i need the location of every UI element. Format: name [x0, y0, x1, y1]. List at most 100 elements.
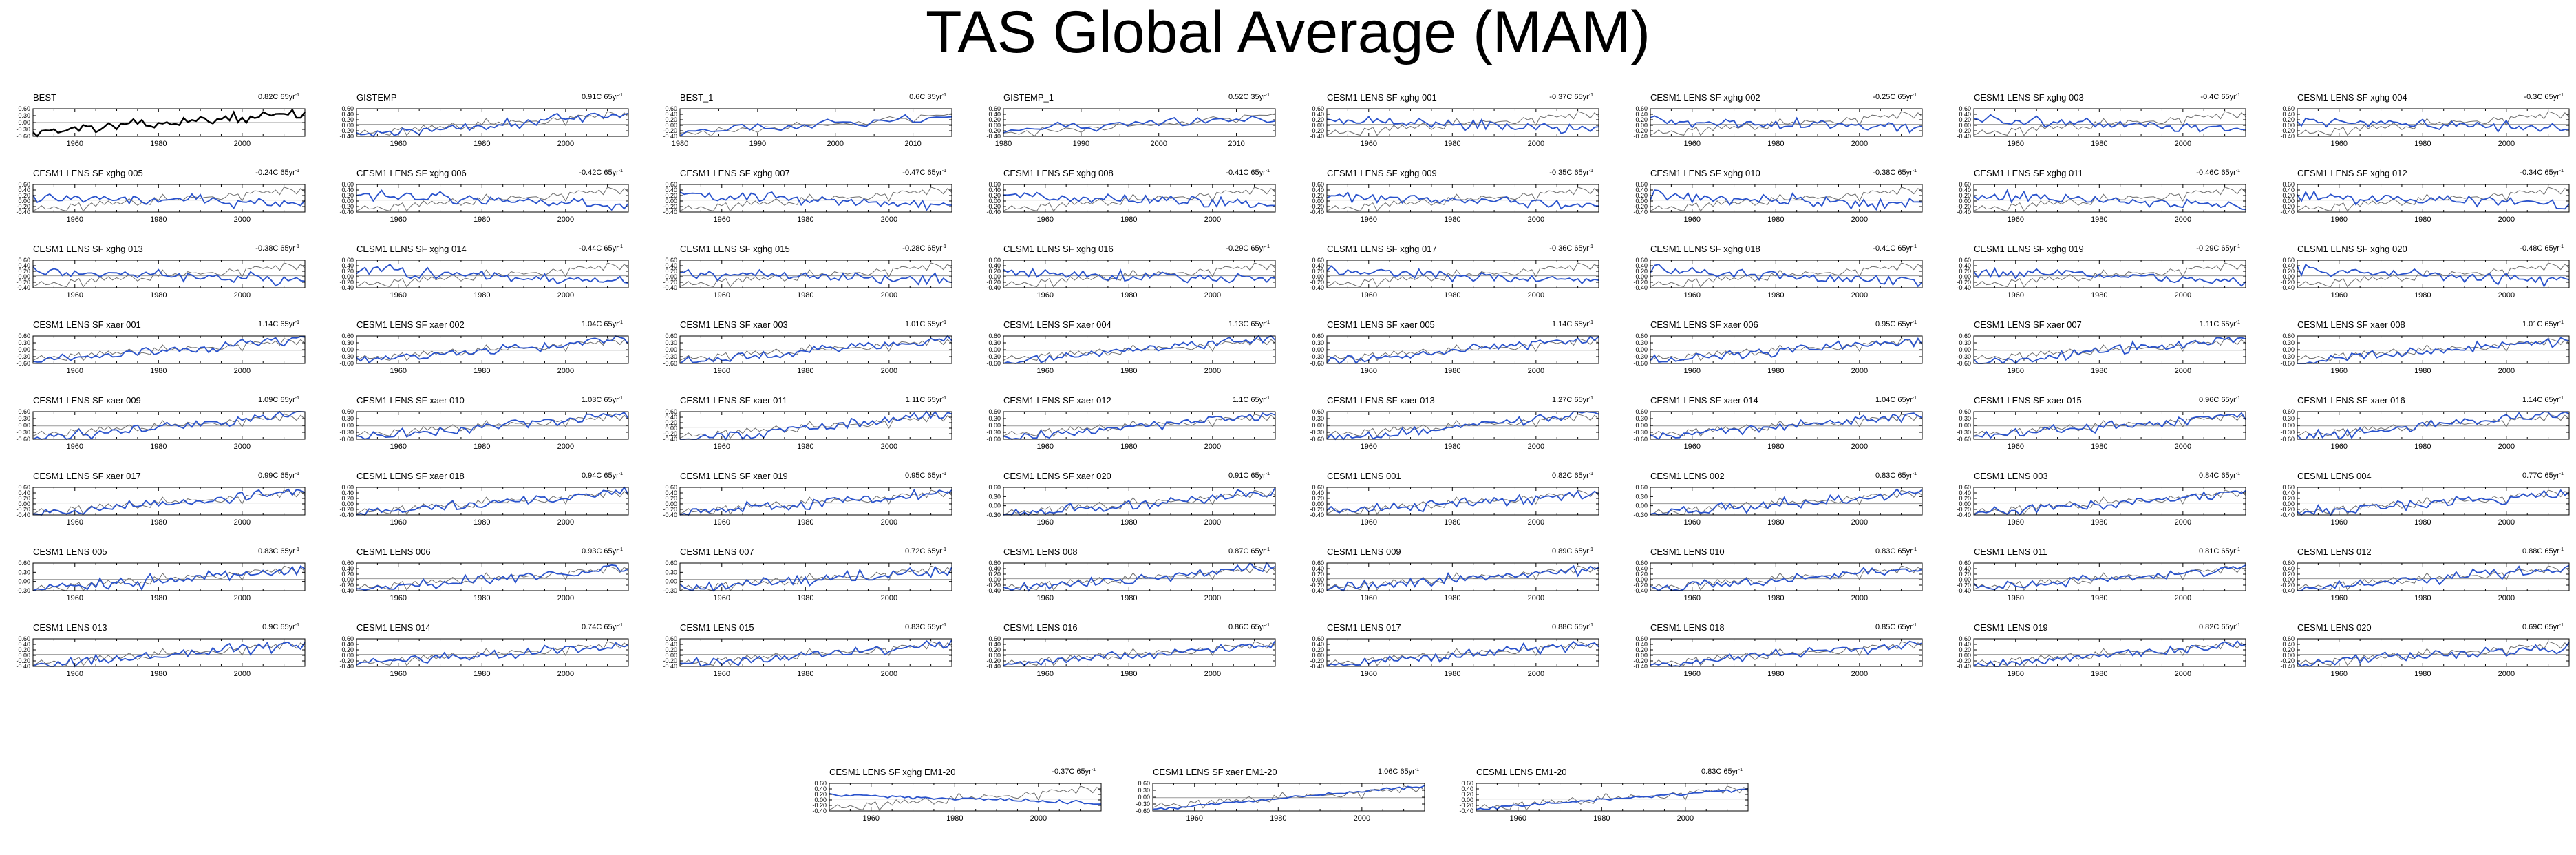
- x-tick-label: 2000: [557, 594, 574, 602]
- series-line-model: [1973, 266, 2246, 287]
- y-tick-label: 0.20: [1312, 646, 1324, 653]
- series-line-model: [32, 193, 306, 209]
- y-tick-label: 0.20: [665, 419, 677, 426]
- y-tick-label: 0.00: [1959, 422, 1971, 429]
- y-tick-label: 0.60: [2282, 408, 2295, 415]
- x-tick-label: 1980: [2414, 367, 2431, 375]
- panel-title: CESM1 LENS SF xaer 016: [2297, 395, 2405, 405]
- trend-unit-exponent: -1: [1589, 623, 1593, 628]
- x-tick-label: 1960: [2331, 594, 2348, 602]
- series-line-model: [1973, 489, 2246, 516]
- panel-title: CESM1 LENS 018: [1650, 622, 1725, 633]
- y-tick-label: -0.20: [2280, 203, 2295, 210]
- series-line-reference: [1973, 414, 2246, 437]
- y-tick-label: -0.20: [986, 203, 1001, 210]
- panel-trend: -0.28C 65yr-1: [902, 244, 946, 253]
- panel-title: CESM1 LENS EM1-20: [1476, 767, 1567, 777]
- x-tick-label: 2000: [234, 215, 251, 224]
- panel-frame: [679, 260, 952, 288]
- x-tick-label: 1980: [946, 814, 963, 823]
- x-tick-label: 1980: [1444, 215, 1460, 224]
- x-tick-label: 1980: [2091, 443, 2107, 451]
- panel: CESM1 LENS SF xghg 011 -0.46C 65yr-10.600…: [1957, 168, 2246, 224]
- series-line-reference: [1973, 187, 2246, 212]
- x-tick-label: 1960: [67, 594, 83, 602]
- panel-title: CESM1 LENS SF xaer 017: [33, 471, 141, 481]
- x-tick-label: 1960: [1684, 594, 1701, 602]
- series-line-model: [1003, 562, 1276, 592]
- trend-unit-exponent: -1: [942, 623, 946, 628]
- y-tick-label: -0.20: [1310, 203, 1324, 210]
- panel: CESM1 LENS SF xaer 002 1.04C 65yr-10.600.…: [339, 319, 629, 375]
- y-tick-label: -0.20: [663, 430, 677, 437]
- panel: CESM1 LENS SF xghg 016 -0.29C 65yr-10.600…: [986, 244, 1276, 299]
- trend-unit-exponent: -1: [1415, 768, 1419, 772]
- y-tick-label: -0.40: [16, 284, 30, 291]
- panel-trend: 0.6C 35yr-1: [909, 93, 946, 101]
- panel-title: CESM1 LENS SF xaer 007: [1974, 319, 2082, 330]
- x-tick-label: 1990: [1073, 140, 1089, 148]
- y-tick-label: -0.40: [1957, 663, 1971, 670]
- y-tick-label: -0.30: [339, 353, 354, 360]
- y-tick-label: 0.20: [988, 571, 1001, 578]
- y-tick-label: 0.60: [1312, 408, 1324, 415]
- panel-title: CESM1 LENS SF xghg 006: [356, 168, 467, 178]
- y-tick-label: 0.00: [988, 122, 1001, 129]
- y-tick-label: -0.20: [1957, 203, 1971, 210]
- panel: CESM1 LENS 005 0.83C 65yr-1 0.60 0.30 0.00 -0…: [16, 547, 306, 602]
- panel-trend: 0.82C 65yr-1: [2199, 623, 2240, 631]
- y-tick-label: 0.60: [1959, 560, 1971, 567]
- panel-trend: 0.82C 65yr-1: [1552, 472, 1593, 480]
- y-tick-label: 0.20: [1312, 116, 1324, 123]
- y-tick-label: 0.20: [814, 791, 827, 798]
- x-tick-label: 1980: [473, 215, 490, 224]
- y-tick-label: 0.60: [1959, 635, 1971, 642]
- trend-unit-exponent: -1: [2236, 244, 2240, 249]
- series-line-reference: [1973, 641, 2246, 666]
- x-tick-label: 1980: [797, 215, 813, 224]
- y-tick-label: -0.20: [1633, 279, 1648, 286]
- y-tick-label: 0.20: [18, 495, 30, 502]
- series-line-reference: [32, 489, 306, 515]
- series-line-reference: [1326, 641, 1599, 666]
- y-tick-label: -0.60: [1957, 360, 1971, 367]
- x-tick-label: 2000: [1851, 215, 1868, 224]
- series-line-reference: [1003, 262, 1276, 288]
- y-tick-label: 0.00: [341, 652, 354, 659]
- y-tick-label: 0.40: [18, 641, 30, 648]
- panel-frame: [1326, 184, 1599, 213]
- x-tick-label: 1960: [1037, 367, 1054, 375]
- x-tick-label: 1960: [390, 670, 407, 678]
- y-tick-label: 0.00: [341, 346, 354, 353]
- panel: CESM1 LENS SF xaer 010 1.03C 65yr-10.600.…: [339, 395, 629, 451]
- panel-frame: [32, 487, 306, 516]
- x-tick-label: 1960: [2331, 518, 2348, 527]
- x-tick-label: 1980: [150, 594, 167, 602]
- x-tick-label: 1960: [1684, 518, 1701, 527]
- series-line-model: [1650, 337, 1923, 363]
- panel-trend: 1.09C 65yr-1: [258, 396, 299, 404]
- y-tick-label: -0.40: [812, 807, 827, 814]
- y-tick-label: -0.60: [663, 360, 677, 367]
- x-tick-label: 2010: [1228, 140, 1244, 148]
- series-line-model: [1326, 335, 1599, 365]
- y-tick-label: 0.00: [1635, 273, 1648, 280]
- y-tick-label: 0.60: [988, 332, 1001, 339]
- y-tick-label: -0.30: [1957, 429, 1971, 436]
- y-tick-label: -0.30: [16, 353, 30, 360]
- trend-unit-exponent: -1: [1913, 472, 1917, 476]
- panel-frame: [1326, 108, 1599, 137]
- series-line-model: [1326, 191, 1599, 210]
- x-tick-label: 2000: [1677, 814, 1694, 823]
- panel: CESM1 LENS 009 0.89C 65yr-1 0.600.400.200.…: [1310, 547, 1599, 602]
- panel: CESM1 LENS 003 0.84C 65yr-1 0.600.400.200.…: [1957, 471, 2246, 527]
- y-tick-label: -0.30: [2280, 353, 2295, 360]
- panel-frame: [1973, 487, 2246, 516]
- y-tick-label: 0.20: [665, 116, 677, 123]
- series-line-model: [2297, 564, 2570, 591]
- y-tick-label: 0.30: [18, 112, 30, 119]
- y-tick-label: 0.00: [18, 578, 30, 585]
- x-tick-label: 1960: [67, 443, 83, 451]
- y-tick-label: -0.20: [812, 802, 827, 809]
- trend-unit-exponent: -1: [1738, 768, 1743, 772]
